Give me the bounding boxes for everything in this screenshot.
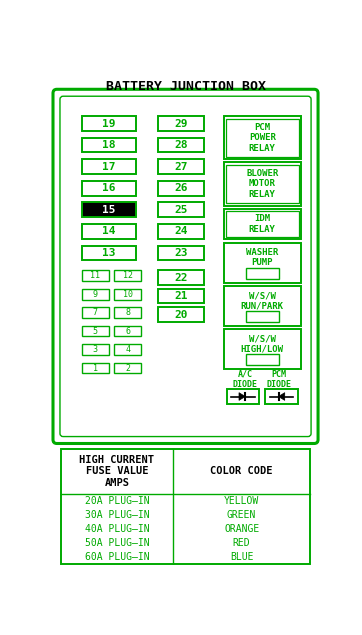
- Text: 29: 29: [174, 119, 188, 128]
- Bar: [82, 181, 136, 196]
- Text: 13: 13: [102, 248, 115, 258]
- Text: 50A PLUG–IN: 50A PLUG–IN: [85, 538, 149, 548]
- Text: 11: 11: [90, 271, 100, 280]
- Text: 16: 16: [102, 184, 115, 193]
- Bar: [114, 344, 141, 355]
- Text: 17: 17: [102, 162, 115, 171]
- Bar: [82, 363, 109, 373]
- Bar: [246, 311, 278, 322]
- Bar: [223, 329, 301, 369]
- Bar: [157, 138, 204, 152]
- Bar: [82, 116, 136, 131]
- Bar: [227, 389, 259, 404]
- Bar: [246, 354, 278, 365]
- Bar: [226, 164, 299, 203]
- Text: 40A PLUG–IN: 40A PLUG–IN: [85, 524, 149, 534]
- Bar: [157, 271, 204, 285]
- Text: 19: 19: [102, 119, 115, 128]
- Text: 20: 20: [174, 309, 188, 319]
- FancyBboxPatch shape: [53, 90, 318, 443]
- Text: 30A PLUG–IN: 30A PLUG–IN: [85, 510, 149, 520]
- Text: 14: 14: [102, 226, 115, 236]
- Bar: [114, 271, 141, 281]
- Text: W/S/W
HIGH/LOW: W/S/W HIGH/LOW: [241, 334, 284, 354]
- Bar: [82, 307, 109, 318]
- Bar: [223, 243, 301, 283]
- Text: 4: 4: [125, 345, 130, 354]
- Text: 9: 9: [93, 290, 98, 298]
- Text: RED: RED: [233, 538, 251, 548]
- Bar: [223, 116, 301, 159]
- Text: WASHER
PUMP: WASHER PUMP: [246, 248, 278, 267]
- Bar: [223, 163, 301, 206]
- Bar: [246, 268, 278, 279]
- Text: 23: 23: [174, 248, 188, 258]
- Text: 22: 22: [174, 272, 188, 283]
- Text: YELLOW: YELLOW: [224, 496, 259, 505]
- Text: 15: 15: [102, 205, 115, 215]
- Bar: [82, 289, 109, 300]
- Text: 2: 2: [125, 363, 130, 373]
- Polygon shape: [239, 392, 245, 401]
- Bar: [223, 286, 301, 326]
- Bar: [265, 389, 298, 404]
- Text: 24: 24: [174, 226, 188, 236]
- Text: W/S/W
RUN/PARK: W/S/W RUN/PARK: [241, 291, 284, 311]
- Text: IDM
RELAY: IDM RELAY: [249, 215, 276, 234]
- Text: 18: 18: [102, 140, 115, 150]
- Text: PCM
POWER
RELAY: PCM POWER RELAY: [249, 123, 276, 152]
- Bar: [157, 159, 204, 174]
- Text: HIGH CURRENT
FUSE VALUE
AMPS: HIGH CURRENT FUSE VALUE AMPS: [79, 455, 155, 488]
- Text: 20A PLUG–IN: 20A PLUG–IN: [85, 496, 149, 505]
- Text: 10: 10: [123, 290, 133, 298]
- Text: 1: 1: [93, 363, 98, 373]
- Bar: [114, 289, 141, 300]
- Bar: [223, 209, 301, 239]
- Text: 28: 28: [174, 140, 188, 150]
- Bar: [226, 211, 299, 237]
- Bar: [114, 326, 141, 337]
- Polygon shape: [278, 392, 285, 401]
- Bar: [82, 159, 136, 174]
- Text: PCM
DIODE: PCM DIODE: [267, 370, 292, 389]
- Bar: [82, 326, 109, 337]
- Bar: [157, 224, 204, 239]
- Text: 26: 26: [174, 184, 188, 193]
- Bar: [157, 181, 204, 196]
- FancyBboxPatch shape: [60, 97, 311, 436]
- Bar: [157, 203, 204, 217]
- Bar: [157, 307, 204, 322]
- Text: BATTERY JUNCTION BOX: BATTERY JUNCTION BOX: [106, 80, 265, 93]
- Bar: [157, 116, 204, 131]
- Bar: [226, 119, 299, 157]
- Bar: [82, 246, 136, 260]
- Bar: [157, 246, 204, 260]
- Text: 21: 21: [174, 291, 188, 301]
- Bar: [82, 138, 136, 152]
- Bar: [114, 307, 141, 318]
- Text: COLOR CODE: COLOR CODE: [210, 466, 273, 476]
- Bar: [82, 271, 109, 281]
- Text: 12: 12: [123, 271, 133, 280]
- Text: GREEN: GREEN: [227, 510, 256, 520]
- Bar: [82, 344, 109, 355]
- Text: A/C
DIODE: A/C DIODE: [233, 370, 258, 389]
- Text: BLOWER
MOTOR
RELAY: BLOWER MOTOR RELAY: [246, 169, 278, 199]
- Bar: [82, 203, 136, 217]
- Bar: [82, 224, 136, 239]
- Text: 6: 6: [125, 326, 130, 335]
- Text: 5: 5: [93, 326, 98, 335]
- Bar: [114, 363, 141, 373]
- Text: 60A PLUG–IN: 60A PLUG–IN: [85, 552, 149, 563]
- Text: 8: 8: [125, 308, 130, 317]
- Text: 25: 25: [174, 205, 188, 215]
- Text: 7: 7: [93, 308, 98, 317]
- Text: 3: 3: [93, 345, 98, 354]
- Text: 27: 27: [174, 162, 188, 171]
- Bar: [157, 289, 204, 304]
- Text: ORANGE: ORANGE: [224, 524, 259, 534]
- Text: BLUE: BLUE: [230, 552, 253, 563]
- Bar: [61, 449, 310, 565]
